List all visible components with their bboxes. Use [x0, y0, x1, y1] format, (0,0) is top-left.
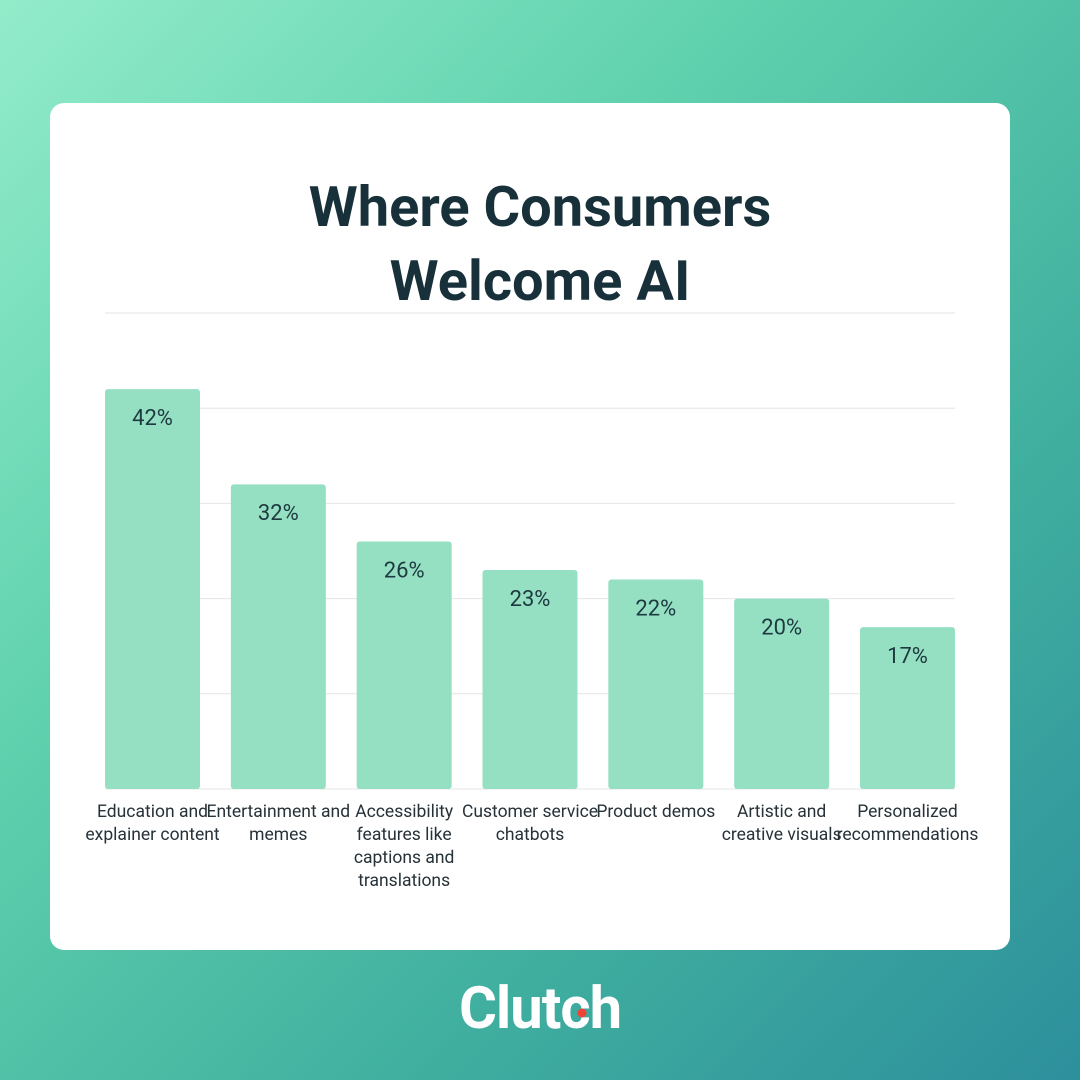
bar [230, 484, 326, 789]
chart-title: Where Consumers Welcome AI [308, 174, 772, 314]
x-tick-label: Product demos [596, 802, 716, 822]
value-label: 22% [635, 596, 676, 621]
x-tick-label: Personalized recommendations [836, 802, 979, 845]
x-tick-label: Accessibility features like captions and… [353, 802, 455, 891]
value-label: 20% [761, 615, 802, 640]
bar [105, 389, 200, 789]
value-label: 26% [384, 558, 425, 583]
card [50, 103, 1010, 950]
value-label: 23% [510, 587, 551, 612]
bar [860, 627, 955, 789]
x-tick-label: Education and explainer content [85, 802, 220, 845]
bar [608, 579, 704, 789]
x-tick-label: Artistic and creative visuals [721, 802, 842, 845]
brand-logo: Clutch [458, 975, 622, 1043]
bar [356, 541, 452, 789]
value-label: 17% [887, 644, 928, 669]
value-label: 32% [258, 501, 299, 526]
value-label: 42% [132, 406, 173, 431]
x-tick-label: Entertainment and memes [206, 802, 351, 845]
bar [482, 570, 578, 789]
bar [734, 598, 830, 789]
x-tick-label: Customer service chatbots [461, 802, 599, 845]
